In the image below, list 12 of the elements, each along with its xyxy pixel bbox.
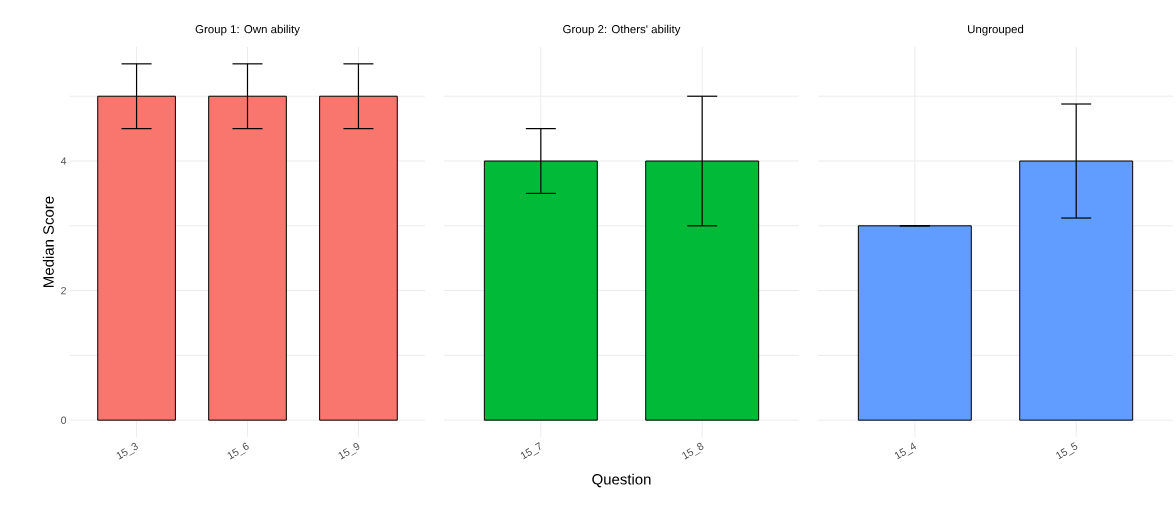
x-tick-label: 15_5 — [1056, 442, 1078, 460]
x-tick-label: 15_7 — [520, 442, 541, 460]
x-axis-title: Question — [592, 473, 651, 488]
x-tick-label: 15_9 — [338, 442, 360, 460]
y-axis-title: Median Score — [42, 196, 54, 287]
chart-title: Group 1: Own ability — [195, 24, 300, 36]
y-tick-label: 0 — [61, 416, 67, 424]
chart-title: Group 2: Others' ability — [563, 24, 681, 36]
chart-title: Ungrouped — [968, 24, 1024, 36]
x-tick-label: 15_4 — [894, 442, 917, 460]
y-tick-label: 4 — [60, 157, 67, 165]
y-tick-label: 2 — [61, 286, 66, 295]
